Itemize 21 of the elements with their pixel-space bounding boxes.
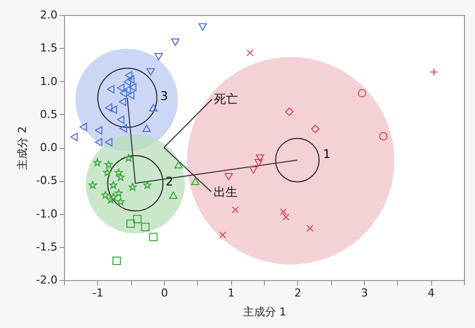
annotation: 1 — [323, 147, 331, 162]
x-axis-title: 主成分 1 — [242, 306, 286, 318]
x-tick-label: 0 — [161, 286, 168, 300]
y-tick-label: -1.0 — [36, 207, 58, 220]
series-label: 出生 — [213, 184, 238, 199]
y-tick-label: 0.0 — [40, 141, 58, 154]
x-tick-label: -1 — [92, 286, 104, 300]
y-tick-label: -2.0 — [36, 274, 58, 286]
x-tick-label: 2 — [294, 286, 302, 300]
annotation: 3 — [160, 88, 168, 103]
y-tick-label: 1.5 — [40, 42, 58, 55]
y-tick-label: -1.5 — [36, 240, 58, 254]
y-axis-title: 主成分 2 — [16, 126, 30, 170]
x-tick-label: 4 — [428, 286, 435, 300]
x-tick-label: 1 — [228, 286, 235, 300]
y-tick-label: 2.0 — [40, 8, 58, 22]
series-label: 死亡 — [214, 92, 238, 106]
y-tick-label: 0.5 — [40, 108, 58, 121]
y-tick-label: -0.5 — [36, 174, 58, 188]
x-tick-label: 3 — [361, 286, 368, 300]
y-tick-label: 1.0 — [40, 74, 58, 88]
